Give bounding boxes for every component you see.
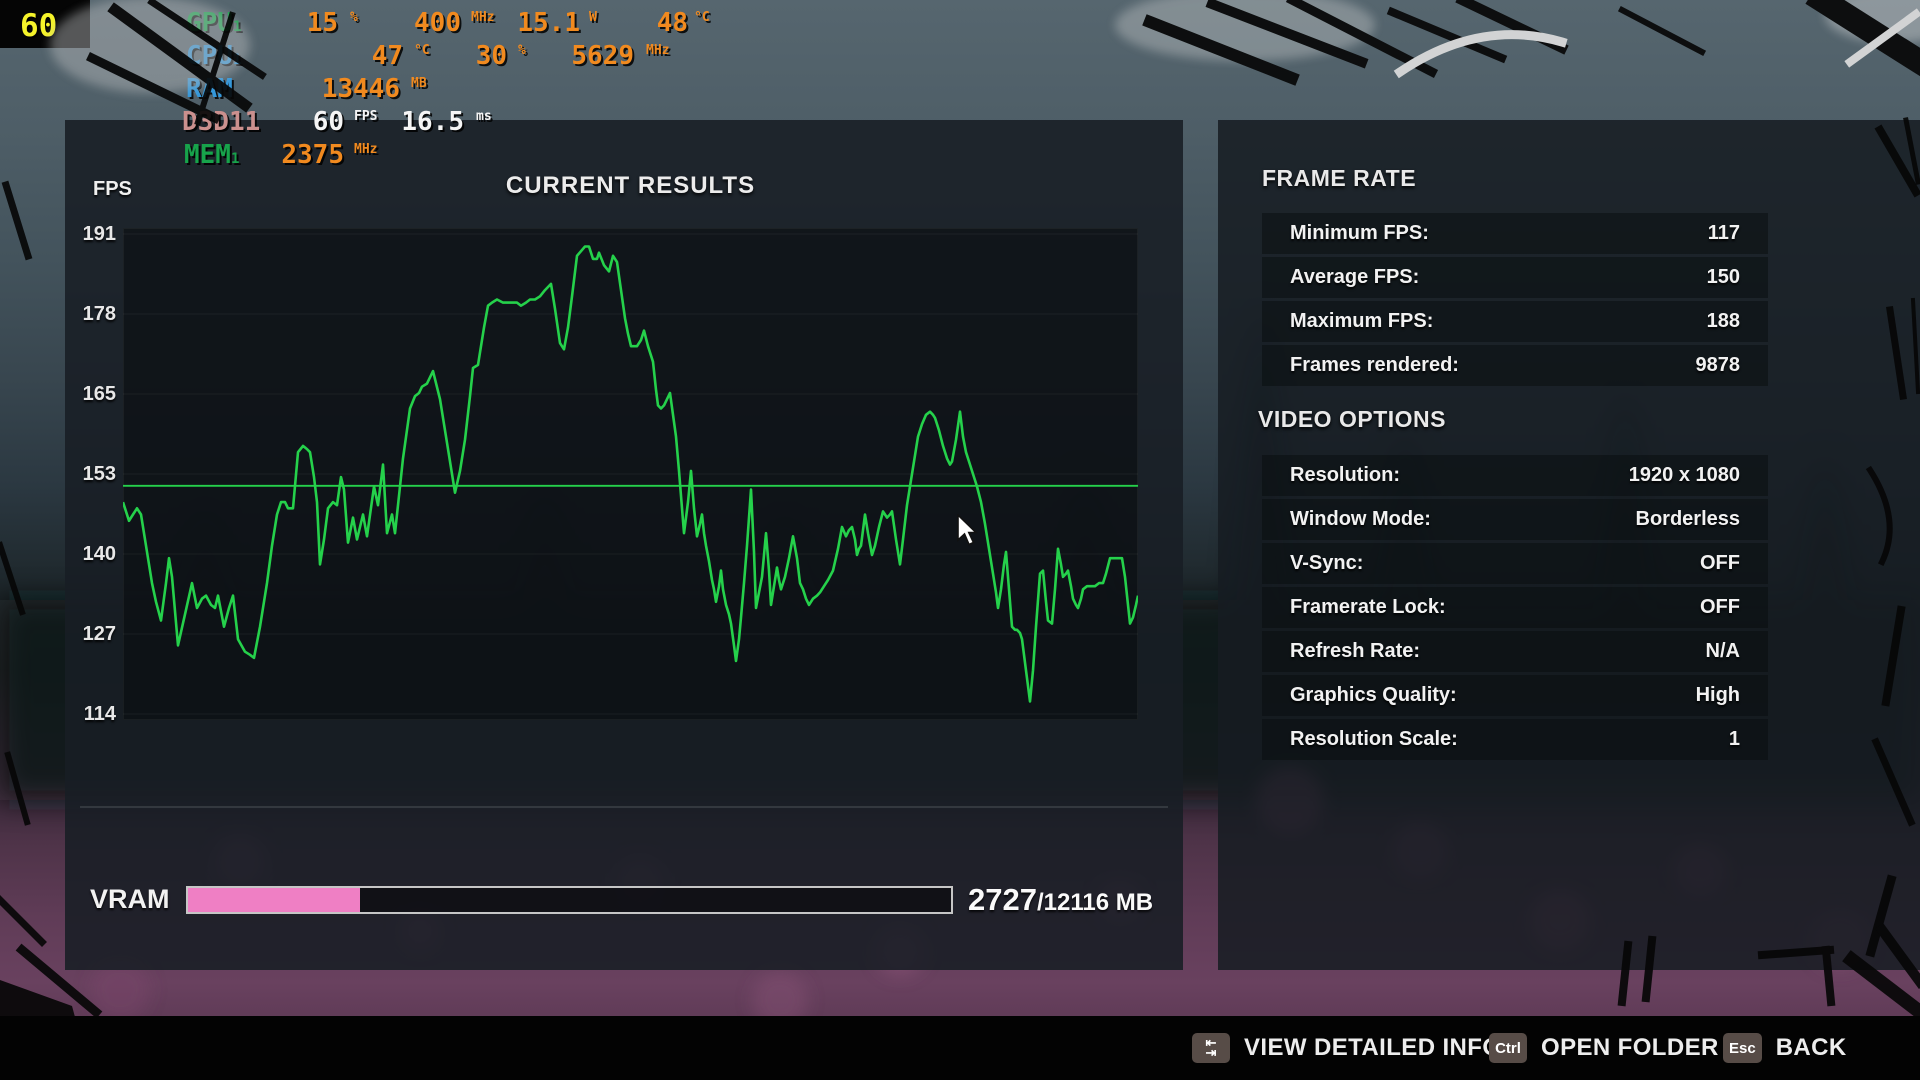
osd: GPU115%400MHz15.1W48°CCPU147°C30%5629MHz… bbox=[0, 0, 900, 190]
y-tick-label: 114 bbox=[83, 703, 116, 725]
osd-sensor-label: MEM1 bbox=[184, 140, 240, 170]
osd-unit: MHz bbox=[471, 10, 495, 25]
osd-unit: W bbox=[589, 10, 597, 25]
video-option-value: OFF bbox=[1700, 596, 1740, 618]
video-option-label: Graphics Quality: bbox=[1290, 684, 1457, 706]
osd-unit: ms bbox=[476, 109, 492, 124]
osd-sensor-index: 1 bbox=[230, 151, 240, 167]
osd-value: 30 bbox=[475, 41, 507, 71]
frame-rate-row: Average FPS: 150 bbox=[1262, 257, 1768, 298]
fps-chart-plot-area bbox=[123, 228, 1138, 720]
video-option-value: 1 bbox=[1728, 728, 1740, 750]
osd-value: 60 bbox=[312, 107, 344, 137]
video-option-label: Resolution Scale: bbox=[1290, 728, 1458, 750]
fps-line-chart bbox=[123, 233, 1138, 715]
video-options-header: VIDEO OPTIONS bbox=[1258, 406, 1446, 432]
osd-unit: MB bbox=[411, 76, 427, 91]
video-option-label: V-Sync: bbox=[1290, 552, 1364, 574]
frame-rate-label: Frames rendered: bbox=[1290, 354, 1459, 376]
tab-arrow-left-icon: ⇤ bbox=[1205, 1035, 1217, 1050]
osd-value: 400 bbox=[414, 8, 461, 38]
ctrl-key-icon: Ctrl bbox=[1489, 1033, 1527, 1063]
footer-hotkey-bar: ⇤ ⇥ VIEW DETAILED INFO Ctrl OPEN FOLDER Esc BA… bbox=[0, 1016, 1920, 1080]
y-tick-label: 165 bbox=[82, 383, 116, 405]
osd-value: 5629 bbox=[571, 41, 634, 71]
vram-total-mb: /12116 MB bbox=[1036, 889, 1154, 916]
osd-value: 2375 bbox=[281, 140, 344, 170]
video-option-value: OFF bbox=[1700, 552, 1740, 574]
footer-action-view-detailed-info[interactable]: ⇤ ⇥ VIEW DETAILED INFO bbox=[1192, 1016, 1501, 1080]
footer-action-label: VIEW DETAILED INFO bbox=[1244, 1034, 1502, 1061]
frame-rate-label: Maximum FPS: bbox=[1290, 310, 1434, 332]
video-option-label: Refresh Rate: bbox=[1290, 640, 1421, 662]
y-axis-title: FPS bbox=[93, 178, 132, 200]
panel-divider bbox=[80, 806, 1168, 808]
video-option-row: Resolution: 1920 x 1080 bbox=[1262, 455, 1768, 496]
video-option-row: V-Sync: OFF bbox=[1262, 543, 1768, 584]
video-option-row: Refresh Rate: N/A bbox=[1262, 631, 1768, 672]
video-option-row: Window Mode: Borderless bbox=[1262, 499, 1768, 540]
footer-action-label: OPEN FOLDER bbox=[1541, 1034, 1719, 1061]
vram-used-mb: 2727 bbox=[968, 882, 1037, 917]
fps-series-line bbox=[123, 245, 1138, 703]
vram-usage-bar bbox=[186, 886, 953, 914]
y-tick-label: 191 bbox=[82, 223, 116, 245]
tab-key-icon: ⇤ ⇥ bbox=[1192, 1033, 1230, 1063]
video-option-label: Resolution: bbox=[1290, 464, 1400, 486]
esc-key-icon: Esc bbox=[1723, 1033, 1762, 1063]
osd-value: 16.5 bbox=[401, 107, 464, 137]
video-option-value: N/A bbox=[1705, 640, 1740, 662]
osd-value: 48 bbox=[656, 8, 688, 38]
video-option-value: High bbox=[1695, 684, 1740, 706]
osd-unit: FPS bbox=[354, 109, 378, 124]
frame-rate-header: FRAME RATE bbox=[1262, 165, 1417, 191]
frame-rate-label: Average FPS: bbox=[1290, 266, 1420, 288]
y-tick-label: 140 bbox=[82, 543, 116, 565]
osd-unit: °C bbox=[414, 43, 430, 58]
y-tick-label: 153 bbox=[82, 463, 116, 485]
vram-usage-fill bbox=[188, 888, 360, 912]
tab-arrow-right-icon: ⇥ bbox=[1205, 1045, 1217, 1060]
frame-rate-label: Minimum FPS: bbox=[1290, 222, 1429, 244]
y-tick-label: 127 bbox=[82, 623, 116, 645]
video-option-row: Graphics Quality: High bbox=[1262, 675, 1768, 716]
osd-unit: °C bbox=[694, 10, 710, 25]
frame-rate-value: 188 bbox=[1706, 310, 1740, 332]
frame-rate-value: 9878 bbox=[1695, 354, 1741, 376]
video-option-label: Framerate Lock: bbox=[1290, 596, 1446, 618]
frame-rate-row: Maximum FPS: 188 bbox=[1262, 301, 1768, 342]
vram-label: VRAM bbox=[90, 884, 170, 914]
footer-action-back[interactable]: Esc BACK bbox=[1723, 1016, 1847, 1080]
y-tick-label: 178 bbox=[82, 303, 116, 325]
mouse-cursor bbox=[957, 514, 978, 546]
osd-value: 47 bbox=[371, 41, 403, 71]
osd-unit: % bbox=[350, 10, 358, 25]
osd-value: 15.1 bbox=[517, 8, 580, 38]
osd-value: 15 bbox=[306, 8, 338, 38]
frame-rate-row: Minimum FPS: 117 bbox=[1262, 213, 1768, 254]
video-option-value: Borderless bbox=[1635, 508, 1741, 530]
chart-title: CURRENT RESULTS bbox=[505, 172, 756, 199]
video-option-value: 1920 x 1080 bbox=[1628, 464, 1740, 486]
footer-action-open-folder[interactable]: Ctrl OPEN FOLDER bbox=[1489, 1016, 1719, 1080]
footer-action-label: BACK bbox=[1775, 1034, 1847, 1061]
video-option-label: Window Mode: bbox=[1290, 508, 1431, 530]
osd-unit: % bbox=[518, 43, 526, 58]
frame-rate-row: Frames rendered: 9878 bbox=[1262, 345, 1768, 386]
vram-usage-value: 2727 /12116 MB bbox=[968, 882, 1153, 918]
frame-rate-value: 150 bbox=[1706, 266, 1740, 288]
osd-value: 13446 bbox=[321, 74, 400, 104]
osd-unit: MHz bbox=[646, 43, 670, 58]
frame-rate-value: 117 bbox=[1707, 222, 1740, 244]
video-option-row: Framerate Lock: OFF bbox=[1262, 587, 1768, 628]
osd-unit: MHz bbox=[354, 142, 378, 157]
video-option-row: Resolution Scale: 1 bbox=[1262, 719, 1768, 760]
